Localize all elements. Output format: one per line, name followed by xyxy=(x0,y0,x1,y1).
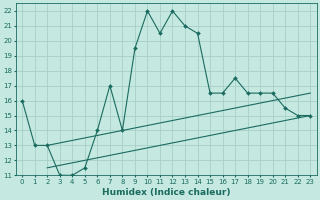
X-axis label: Humidex (Indice chaleur): Humidex (Indice chaleur) xyxy=(102,188,230,197)
